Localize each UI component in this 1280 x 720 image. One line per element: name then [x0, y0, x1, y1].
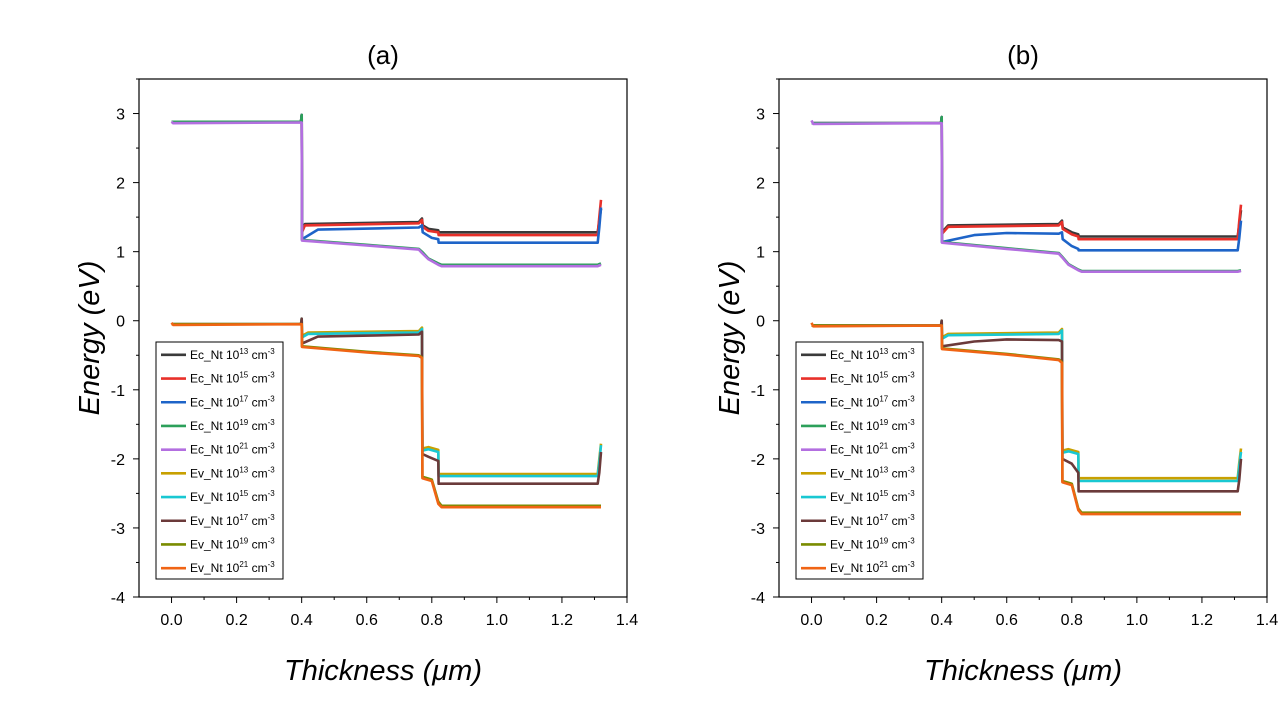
x-axis-title: Thickness (μm) — [284, 655, 482, 687]
legend-label: Ec_Nt 1019 cm-3 — [190, 418, 275, 433]
x-tick-label: 1.4 — [616, 612, 638, 629]
legend-label: Ev_Nt 1017 cm-3 — [190, 513, 275, 528]
x-tick-label: 1.0 — [1126, 612, 1148, 629]
y-tick-label: 1 — [116, 245, 125, 262]
series-line-ev-21 — [810, 322, 1241, 516]
y-tick-label: -3 — [751, 521, 765, 538]
legend-label: Ev_Nt 1015 cm-3 — [830, 489, 915, 504]
y-tick-label: -3 — [111, 521, 125, 538]
y-tick-label: 3 — [116, 107, 125, 124]
x-tick-label: 1.0 — [486, 612, 508, 629]
x-tick-label: 0.4 — [291, 612, 313, 629]
x-tick-label: 1.4 — [1256, 612, 1278, 629]
legend-label: Ec_Nt 1021 cm-3 — [190, 442, 275, 457]
x-tick-label: 0.8 — [421, 612, 443, 629]
panel-title: (b) — [1007, 40, 1039, 70]
x-tick-label: 0.6 — [356, 612, 378, 629]
y-tick-label: -4 — [751, 590, 765, 607]
legend: Ec_Nt 1013 cm-3 Ec_Nt 1015 cm-3 Ec_Nt 1017… — [155, 341, 284, 580]
legend-label: Ec_Nt 1021 cm-3 — [830, 442, 915, 457]
x-tick-label: 0.4 — [931, 612, 953, 629]
y-tick-label: 3 — [756, 107, 765, 124]
legend-label: Ec_Nt 1015 cm-3 — [830, 371, 915, 386]
x-tick-label: 0.2 — [865, 612, 887, 629]
y-tick-label: 0 — [756, 314, 765, 331]
legend-label: Ev_Nt 1019 cm-3 — [190, 536, 275, 551]
legend-label: Ec_Nt 1019 cm-3 — [830, 418, 915, 433]
x-tick-label: 1.2 — [551, 612, 573, 629]
legend-label: Ev_Nt 1021 cm-3 — [190, 560, 275, 575]
y-tick-label: -2 — [111, 452, 125, 469]
legend-label: Ev_Nt 1015 cm-3 — [190, 489, 275, 504]
legend-box — [155, 341, 284, 580]
y-axis-title: Energy (eV) — [74, 261, 106, 416]
series-line-ev-21 — [170, 321, 601, 509]
series-line-ec-21 — [810, 119, 1242, 274]
y-tick-label: -1 — [111, 383, 125, 400]
y-axis-title: Energy (eV) — [714, 261, 746, 416]
y-tick-label: 2 — [116, 176, 125, 193]
legend-label: Ec_Nt 1013 cm-3 — [830, 347, 915, 362]
legend-label: Ec_Nt 1013 cm-3 — [190, 347, 275, 362]
y-tick-label: 2 — [756, 176, 765, 193]
legend-label: Ev_Nt 1017 cm-3 — [830, 513, 915, 528]
legend-label: Ev_Nt 1019 cm-3 — [830, 536, 915, 551]
legend-label: Ev_Nt 1013 cm-3 — [830, 465, 915, 480]
legend-label: Ec_Nt 1017 cm-3 — [830, 394, 915, 409]
chart-panel-a: 0.0 0.2 0.4 0.6 0.8 1.0 1.2 1.4 -4 -3 -2 -1 0 1 2 3 Ec_N… — [74, 40, 638, 687]
y-tick-label: 1 — [756, 245, 765, 262]
legend-label: Ec_Nt 1015 cm-3 — [190, 371, 275, 386]
x-tick-label: 0.6 — [996, 612, 1018, 629]
x-tick-label: 0.0 — [800, 612, 822, 629]
x-tick-label: 1.2 — [1191, 612, 1213, 629]
y-tick-label: 0 — [116, 314, 125, 331]
y-tick-label: -1 — [751, 383, 765, 400]
series-line-ec-21 — [170, 120, 602, 268]
panel-title: (a) — [367, 40, 399, 70]
x-tick-label: 0.0 — [160, 612, 182, 629]
legend-label: Ec_Nt 1017 cm-3 — [190, 394, 275, 409]
legend-label: Ev_Nt 1021 cm-3 — [830, 560, 915, 575]
legend-label: Ev_Nt 1013 cm-3 — [190, 465, 275, 480]
y-tick-label: -2 — [751, 452, 765, 469]
chart-panel-b: 0.0 0.2 0.4 0.6 0.8 1.0 1.2 1.4 -4 -3 -2 -1 0 1 2 3 Ec_N… — [714, 40, 1278, 687]
x-tick-label: 0.2 — [225, 612, 247, 629]
legend-box — [795, 341, 924, 580]
legend: Ec_Nt 1013 cm-3 Ec_Nt 1015 cm-3 Ec_Nt 1017… — [795, 341, 924, 580]
x-axis-title: Thickness (μm) — [924, 655, 1122, 687]
y-tick-label: -4 — [111, 590, 125, 607]
x-tick-label: 0.8 — [1061, 612, 1083, 629]
